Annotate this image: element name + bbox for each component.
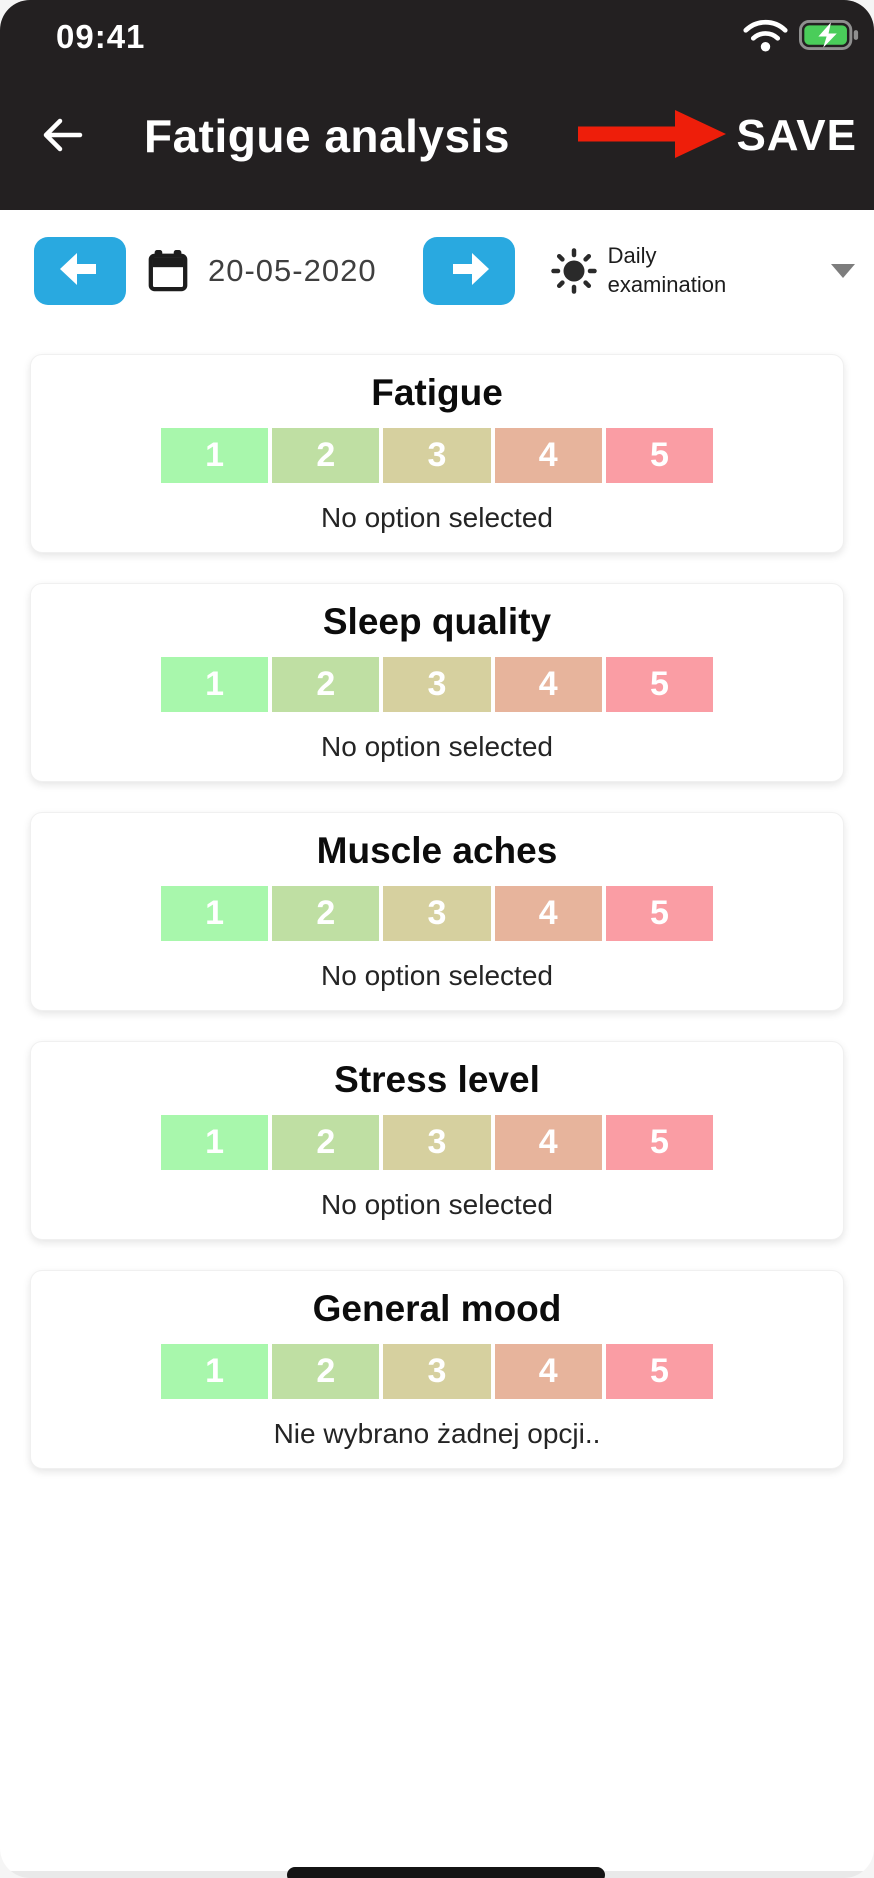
next-day-button[interactable]: [422, 236, 515, 305]
rating-option-1[interactable]: 1: [161, 1115, 269, 1170]
rating-option-3[interactable]: 3: [383, 1344, 491, 1399]
status-time: 09:41: [56, 18, 146, 55]
rating-option-5[interactable]: 5: [605, 657, 714, 712]
wifi-icon: [742, 17, 789, 58]
rating-option-4[interactable]: 4: [494, 886, 602, 941]
rating-option-5[interactable]: 5: [605, 886, 714, 941]
red-arrow-icon: [578, 109, 728, 164]
rating-option-1[interactable]: 1: [161, 657, 269, 712]
arrow-left-icon: [40, 113, 84, 160]
rating-option-5[interactable]: 5: [605, 1344, 714, 1399]
calendar-icon[interactable]: [147, 249, 189, 293]
rating-option-5[interactable]: 5: [605, 1115, 714, 1170]
rating-option-1[interactable]: 1: [161, 428, 269, 483]
arrow-right-icon: [445, 245, 493, 296]
status-bar: 09:41: [0, 14, 874, 60]
previous-day-button[interactable]: [34, 236, 126, 305]
rating-option-1[interactable]: 1: [161, 1344, 269, 1399]
rating-option-2[interactable]: 2: [272, 886, 380, 941]
home-indicator[interactable]: [287, 1867, 605, 1878]
nav-bar: Fatigue analysis SAVE: [0, 104, 874, 168]
rating-option-4[interactable]: 4: [494, 657, 602, 712]
rating-option-5[interactable]: 5: [605, 428, 714, 483]
rating-option-2[interactable]: 2: [272, 657, 380, 712]
card-title: Sleep quality: [322, 601, 552, 642]
no-option-selected-text: No option selected: [321, 1189, 553, 1220]
chevron-down-icon[interactable]: [831, 263, 855, 278]
card-title: General mood: [312, 1288, 562, 1329]
card-title: Stress level: [334, 1059, 540, 1100]
card-title: Muscle aches: [316, 830, 558, 871]
header: 09:41: [0, 0, 874, 210]
no-option-selected-text: No option selected: [321, 731, 553, 762]
rating-option-2[interactable]: 2: [272, 1344, 380, 1399]
exam-type-line2: examination: [607, 271, 727, 297]
selected-date: 20-05-2020: [208, 252, 377, 288]
back-button[interactable]: [40, 114, 84, 158]
rating-option-3[interactable]: 3: [383, 428, 491, 483]
exam-type-dropdown[interactable]: Daily examination: [550, 242, 855, 299]
date-toolbar: 20-05-2020: [0, 235, 874, 306]
rating-option-2[interactable]: 2: [272, 1115, 380, 1170]
sun-icon: [550, 247, 597, 294]
rating-option-4[interactable]: 4: [494, 1115, 602, 1170]
status-icons: [742, 17, 861, 58]
no-option-selected-text: Nie wybrano żadnej opcji..: [273, 1418, 601, 1449]
rating-option-3[interactable]: 3: [383, 1115, 491, 1170]
no-option-selected-text: No option selected: [321, 502, 553, 533]
exam-type-label: Daily examination: [608, 242, 727, 299]
rating-option-3[interactable]: 3: [383, 886, 491, 941]
save-button[interactable]: SAVE: [736, 111, 857, 160]
rating-option-2[interactable]: 2: [272, 428, 380, 483]
exam-type-line1: Daily: [607, 242, 657, 268]
page-title: Fatigue analysis: [144, 110, 510, 162]
no-option-selected-text: No option selected: [321, 960, 553, 991]
arrow-left-icon: [56, 245, 104, 296]
rating-option-4[interactable]: 4: [494, 1344, 602, 1399]
rating-option-1[interactable]: 1: [161, 886, 269, 941]
card-title: Fatigue: [371, 372, 503, 413]
battery-charging-icon: [799, 18, 861, 57]
rating-option-3[interactable]: 3: [383, 657, 491, 712]
rating-option-4[interactable]: 4: [494, 428, 602, 483]
